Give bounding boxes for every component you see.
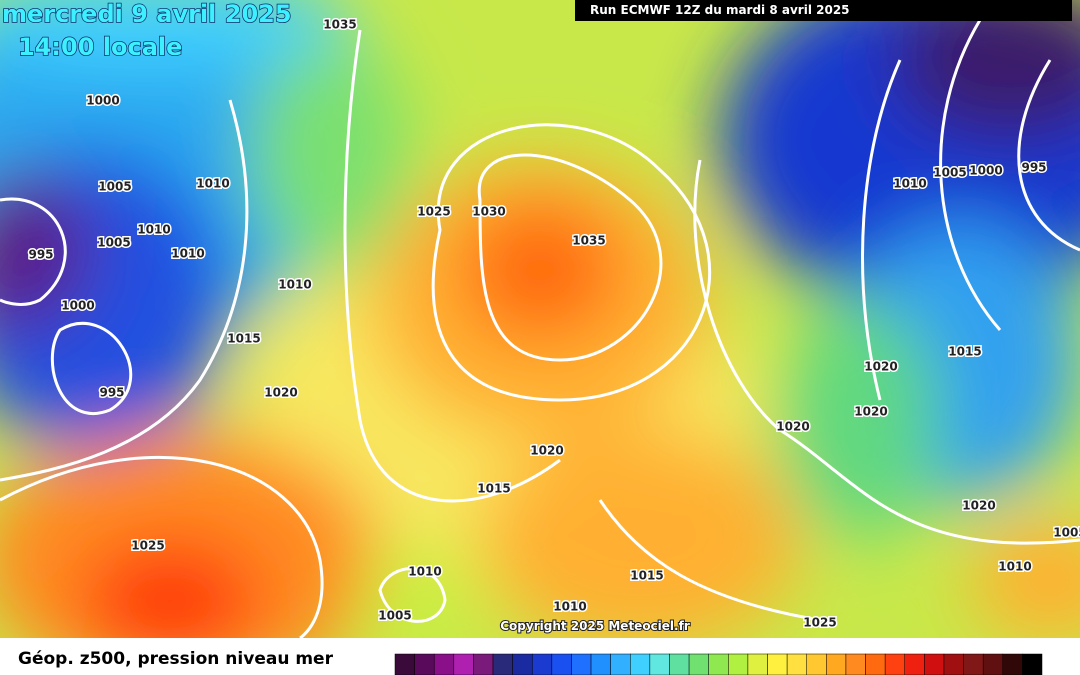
isobar-label: 1010 bbox=[998, 560, 1031, 574]
isobar-label: 1015 bbox=[948, 345, 981, 359]
colorbar-swatch bbox=[806, 653, 827, 675]
isobar-label: 1000 bbox=[969, 164, 1002, 178]
colorbar-swatch bbox=[786, 653, 807, 675]
copyright: Copyright 2025 Meteociel.fr bbox=[500, 619, 690, 633]
colorbar-swatch bbox=[551, 653, 572, 675]
colorbar-swatch bbox=[982, 653, 1004, 675]
isobar-label: 1025 bbox=[803, 616, 836, 630]
isobar-label: 1020 bbox=[962, 499, 995, 513]
colorbar-swatch bbox=[688, 653, 709, 675]
colorbar-swatch bbox=[512, 653, 533, 675]
colorbar-swatch bbox=[708, 653, 729, 675]
isobar-label: 995 bbox=[28, 248, 53, 262]
isobar-label: 1005 bbox=[378, 609, 411, 623]
colorbar-swatch bbox=[473, 653, 494, 675]
legend-title: Géop. z500, pression niveau mer bbox=[18, 649, 334, 669]
colorbar-swatch bbox=[845, 653, 866, 675]
time-title: 14:00 locale bbox=[18, 33, 182, 61]
isobar-label: 1025 bbox=[131, 539, 164, 553]
isobar-label: 1010 bbox=[171, 247, 204, 261]
colorbar-swatch bbox=[453, 653, 474, 675]
isobar-label: 1010 bbox=[196, 177, 229, 191]
isobar-label: 1005 bbox=[933, 166, 966, 180]
isobar-label: 1015 bbox=[227, 332, 260, 346]
colorbar-swatch bbox=[884, 653, 906, 675]
isobar-label: 1035 bbox=[323, 18, 356, 32]
colorbar-swatch bbox=[904, 653, 925, 675]
colorbar-swatch bbox=[924, 653, 945, 675]
isobar-label: 1020 bbox=[854, 405, 887, 419]
isobar-label: 1010 bbox=[408, 565, 441, 579]
isobars bbox=[0, 19, 1080, 638]
colorbar-swatch bbox=[531, 653, 553, 675]
colorbar-swatch bbox=[1022, 653, 1043, 675]
isobar-label: 1000 bbox=[86, 94, 119, 108]
colorbar-swatch bbox=[963, 653, 984, 675]
colorbar-swatch bbox=[649, 653, 670, 675]
isobar-label: 995 bbox=[1021, 161, 1046, 175]
colorbar-swatch bbox=[669, 653, 690, 675]
colorbar-swatch bbox=[433, 653, 455, 675]
colorbar-swatch bbox=[414, 653, 435, 675]
isobar-label: 1015 bbox=[477, 482, 510, 496]
colorbar bbox=[394, 653, 1043, 675]
colorbar-swatch bbox=[590, 653, 611, 675]
colorbar-swatch bbox=[865, 653, 886, 675]
colorbar-swatch bbox=[826, 653, 847, 675]
colorbar-swatch bbox=[767, 653, 788, 675]
colorbar-swatch bbox=[571, 653, 592, 675]
isobar-label: 1020 bbox=[530, 444, 563, 458]
colorbar-swatch bbox=[610, 653, 631, 675]
colorbar-swatch bbox=[394, 653, 415, 675]
isobar-label: 1035 bbox=[572, 234, 605, 248]
isobar-label: 1010 bbox=[893, 177, 926, 191]
isobar-label: 1000 bbox=[61, 299, 94, 313]
isobar-label: 1015 bbox=[630, 569, 663, 583]
colorbar-swatch bbox=[1002, 653, 1023, 675]
run-box bbox=[575, 0, 1072, 21]
isobar-label: 1010 bbox=[278, 278, 311, 292]
colorbar-swatch bbox=[630, 653, 651, 675]
isobar-label: 1005 bbox=[98, 180, 131, 194]
isobar-label: 1030 bbox=[472, 205, 505, 219]
isobar-label: 1005 bbox=[97, 236, 130, 250]
date-title: mercredi 9 avril 2025 bbox=[2, 0, 292, 28]
colorbar-swatch bbox=[747, 653, 768, 675]
colorbar-swatch bbox=[492, 653, 513, 675]
colorbar-swatch bbox=[943, 653, 964, 675]
isobar-label: 1020 bbox=[864, 360, 897, 374]
isobar-label: 1020 bbox=[776, 420, 809, 434]
isobar-label: 995 bbox=[99, 386, 124, 400]
isobar-label: 1020 bbox=[264, 386, 297, 400]
isobar-label: 1010 bbox=[137, 223, 170, 237]
isobar-label: 1005 bbox=[1053, 526, 1080, 540]
run-label: Run ECMWF 12Z du mardi 8 avril 2025 bbox=[590, 3, 850, 17]
isobar-label: 1025 bbox=[417, 205, 450, 219]
colorbar-swatch bbox=[728, 653, 749, 675]
isobar-label: 1010 bbox=[553, 600, 586, 614]
